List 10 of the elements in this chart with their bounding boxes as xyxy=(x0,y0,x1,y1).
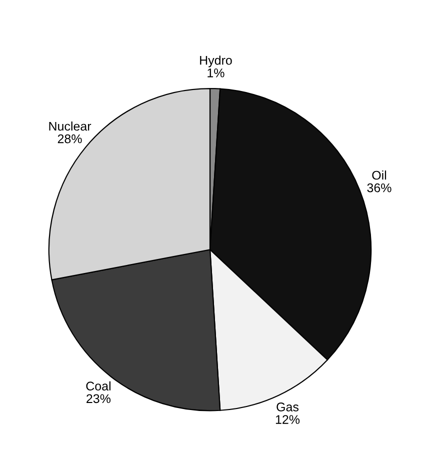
data-label: 28% xyxy=(58,134,82,144)
slice-label: Coal xyxy=(86,381,110,391)
slice-label: Gas xyxy=(276,402,299,412)
data-label: 12% xyxy=(276,415,300,424)
slice-label: Nuclear xyxy=(49,121,92,131)
data-label: 1% xyxy=(208,68,224,78)
slice-label: Oil xyxy=(372,170,386,180)
data-label: 36% xyxy=(367,183,392,192)
data-label: 23% xyxy=(86,394,111,404)
slice-label: Hydro xyxy=(200,56,232,68)
